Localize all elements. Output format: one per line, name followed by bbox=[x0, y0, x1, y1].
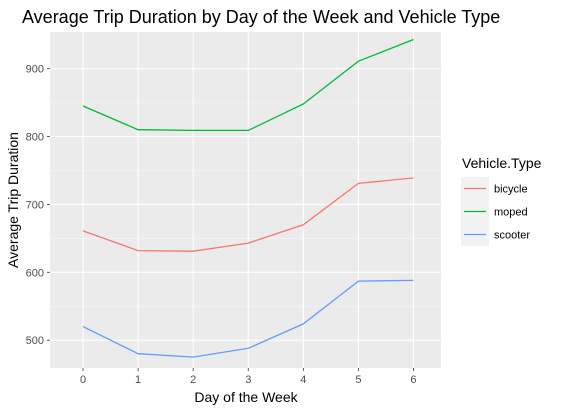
legend-items: bicycle moped scooter bbox=[461, 177, 530, 246]
y-tick-label: 500 bbox=[26, 335, 44, 347]
legend-label: moped bbox=[494, 207, 528, 219]
y-tick-label: 800 bbox=[26, 132, 44, 144]
y-tick-label: 700 bbox=[26, 199, 44, 211]
x-tick-label: 0 bbox=[80, 374, 86, 386]
x-tick-label: 3 bbox=[245, 374, 251, 386]
y-tick-label: 600 bbox=[26, 267, 44, 279]
chart-title: Average Trip Duration by Day of the Week… bbox=[22, 7, 500, 27]
x-tick-label: 6 bbox=[410, 374, 416, 386]
x-axis-title: Day of the Week bbox=[194, 389, 298, 405]
x-tick-label: 2 bbox=[190, 374, 196, 386]
x-axis-ticks: 0 1 2 3 4 5 6 bbox=[80, 368, 417, 386]
y-axis-ticks: 500 600 700 800 900 bbox=[26, 64, 50, 348]
x-tick-label: 4 bbox=[300, 374, 306, 386]
x-tick-label: 1 bbox=[135, 374, 141, 386]
y-axis-title: Average Trip Duration bbox=[5, 132, 21, 268]
legend-label: scooter bbox=[494, 230, 530, 242]
plot-panel bbox=[50, 32, 441, 368]
legend: Vehicle.Type bicycle moped scooter bbox=[461, 155, 542, 246]
x-tick-label: 5 bbox=[355, 374, 361, 386]
legend-label: bicycle bbox=[494, 184, 528, 196]
legend-title: Vehicle.Type bbox=[462, 155, 542, 171]
y-tick-label: 900 bbox=[26, 64, 44, 76]
